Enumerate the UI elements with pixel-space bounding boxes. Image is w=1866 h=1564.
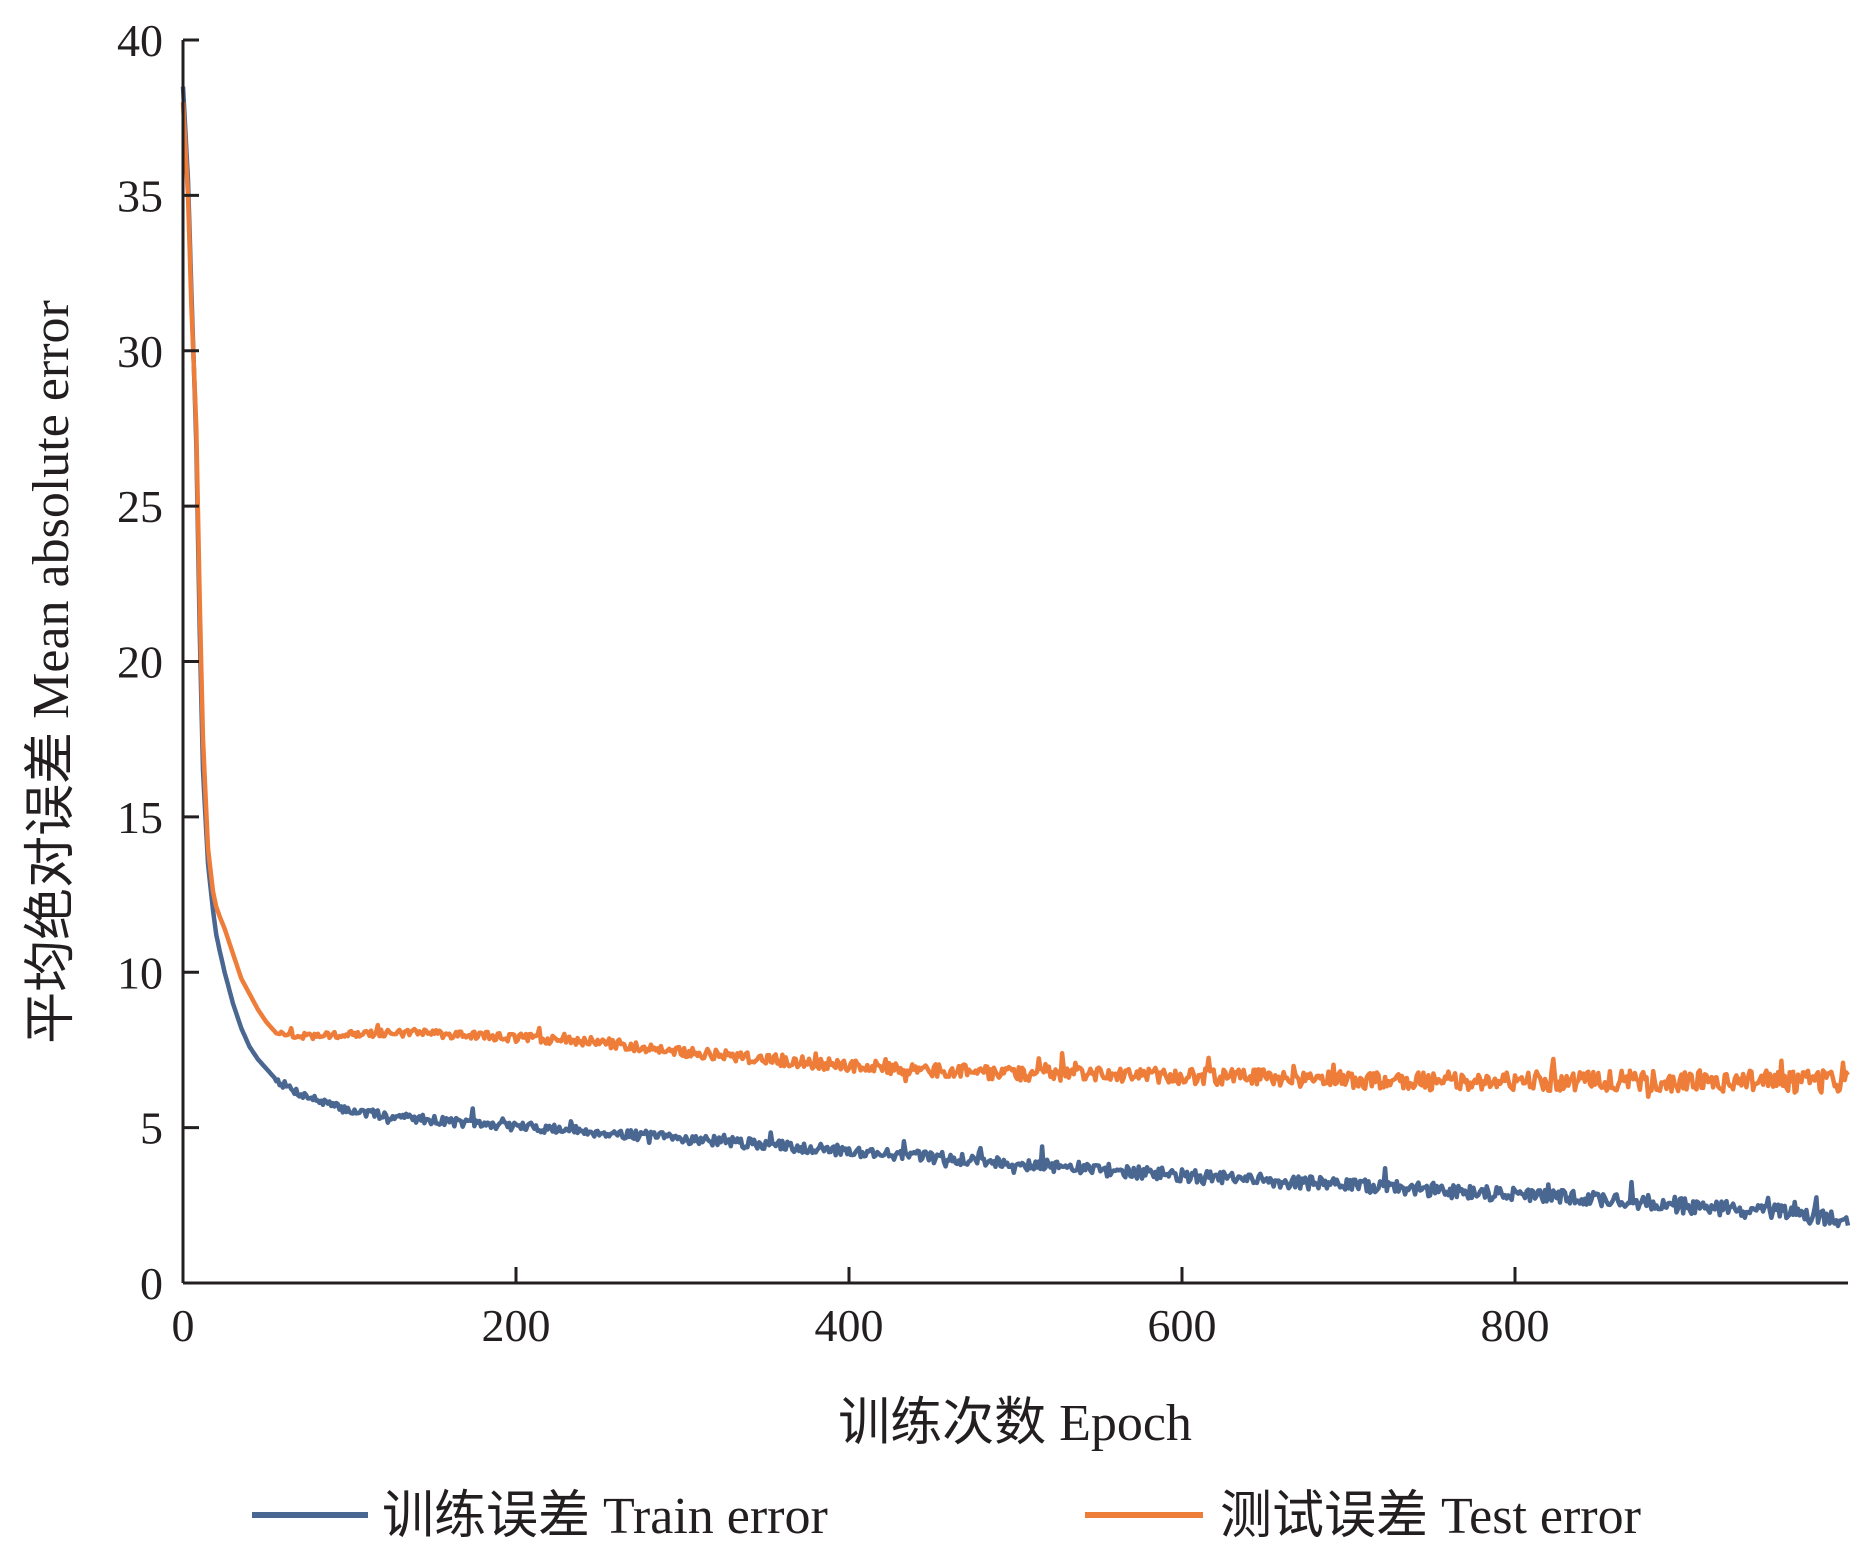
- test-error-line: [180, 102, 1850, 1099]
- y-tick-label: 35: [117, 170, 163, 221]
- y-tick-label: 25: [117, 481, 163, 532]
- x-ticks: 0 200 400 600 800: [172, 1267, 1550, 1351]
- y-tick-label: 10: [117, 947, 163, 998]
- legend: 训练误差 Train error 测试误差 Test error: [252, 1488, 1641, 1545]
- legend-label-train: 训练误差 Train error: [382, 1488, 828, 1545]
- x-tick-label: 0: [172, 1300, 195, 1351]
- y-tick-label: 40: [117, 15, 163, 66]
- x-axis-title: 训练次数 Epoch: [838, 1395, 1192, 1452]
- x-tick-label: 200: [482, 1300, 551, 1351]
- y-axis-title: 平均绝对误差 Mean absolute error: [23, 300, 80, 1044]
- legend-item-test: 测试误差 Test error: [1085, 1488, 1641, 1545]
- y-tick-label: 15: [117, 792, 163, 843]
- legend-label-test: 测试误差 Test error: [1220, 1488, 1641, 1545]
- plot-series: [180, 86, 1851, 1229]
- y-tick-label: 5: [140, 1103, 163, 1154]
- x-tick-label: 800: [1481, 1300, 1550, 1351]
- train-error-line: [180, 86, 1851, 1229]
- y-tick-label: 20: [117, 637, 163, 688]
- y-ticks: 0 5 10 15 20 25 30 35 40: [117, 15, 199, 1309]
- y-tick-label: 0: [140, 1258, 163, 1309]
- x-tick-label: 400: [815, 1300, 884, 1351]
- x-tick-label: 600: [1148, 1300, 1217, 1351]
- y-tick-label: 30: [117, 326, 163, 377]
- legend-item-train: 训练误差 Train error: [252, 1488, 828, 1545]
- axes: 0 200 400 600 800 0 5 10 15 20 25 30 35 40: [117, 15, 1848, 1351]
